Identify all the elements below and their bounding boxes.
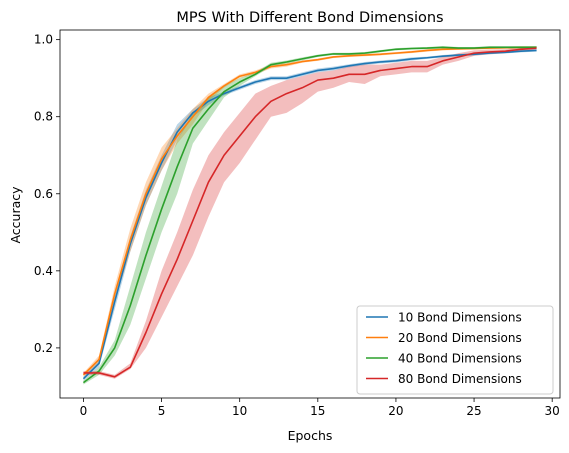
series-lines: [82, 46, 537, 384]
legend-label-1: 20 Bond Dimensions: [398, 331, 522, 345]
legend-label-0: 10 Bond Dimensions: [398, 311, 522, 325]
y-tick-label: 0.4: [34, 264, 53, 278]
series-3-line: [83, 47, 537, 378]
x-tick-label: 5: [158, 404, 166, 418]
x-tick-label: 20: [388, 404, 403, 418]
y-tick-label: 1.0: [34, 33, 53, 47]
y-tick-label: 0.8: [34, 110, 53, 124]
x-tick-label: 30: [545, 404, 560, 418]
legend-box: [356, 305, 554, 395]
x-axis-label: Epochs: [288, 428, 333, 443]
x-axis-ticks: 0 5 10 15 20 25 30: [80, 398, 560, 418]
plot-frame: [59, 29, 561, 399]
x-tick-label: 25: [466, 404, 481, 418]
series-2-line: [82, 46, 537, 384]
confidence-bands: [83, 46, 537, 385]
y-axis-label: Accuracy: [8, 186, 23, 244]
y-axis-ticks: 0.2 0.4 0.6 0.8 1.0: [34, 33, 60, 355]
chart-title: MPS With Different Bond Dimensions: [176, 10, 443, 26]
legend-label-3: 80 Bond Dimensions: [398, 372, 522, 386]
x-tick-label: 0: [80, 404, 88, 418]
x-tick-label: 10: [232, 404, 247, 418]
series-2-band: [83, 46, 537, 385]
legend-label-2: 40 Bond Dimensions: [398, 352, 522, 366]
x-tick-label: 15: [310, 404, 325, 418]
y-tick-label: 0.6: [34, 187, 53, 201]
y-tick-label: 0.2: [34, 341, 53, 355]
series-0-line: [82, 49, 537, 380]
legend: 10 Bond Dimensions 20 Bond Dimensions 40 B…: [356, 305, 554, 395]
